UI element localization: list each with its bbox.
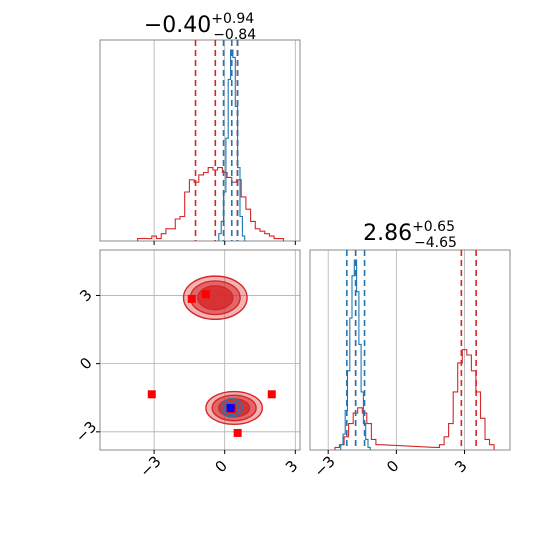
panel-histogram-x2: −3 0 3 [309, 249, 511, 481]
marker-series-0-3 [267, 390, 276, 399]
panel-scatter-x1-x2: −3 0 3 −3 0 3 [72, 249, 301, 481]
marker-series-0-1 [201, 290, 210, 299]
x2-left-tick-label-0: −3 [72, 418, 100, 446]
x2-bottom-tick-label-1: 0 [383, 457, 402, 476]
frame-x1 [99, 39, 301, 242]
frame-2d [99, 249, 301, 451]
marker-series-0-4 [233, 428, 242, 437]
title-x2-median: 2.86 [363, 221, 412, 246]
title-x2: 2.86+0.65 −4.65 [363, 219, 457, 251]
title-x2-plus: +0.65 [412, 219, 455, 235]
x1-bottom-tick-label-2: 3 [282, 457, 301, 476]
hist-x1-series-0 [137, 167, 285, 241]
title-x1-median: −0.40 [144, 13, 211, 38]
x2-left-tick-label-1: 0 [76, 354, 95, 373]
x2-bottom-tick-label-2: 3 [451, 457, 470, 476]
marker-series-1-0 [226, 403, 235, 412]
x1-bottom-tick-label-0: −3 [136, 452, 164, 480]
x2-bottom-tick-label-0: −3 [310, 452, 338, 480]
marker-series-0-2 [147, 390, 156, 399]
contour-series-1-cluster-0-level-0 [220, 398, 244, 418]
hist-x2-series-0 [334, 349, 495, 450]
x2-left-tick-label-2: 3 [76, 286, 95, 305]
title-x1-plus: +0.94 [211, 11, 254, 27]
title-x2-minus: −4.65 [414, 235, 457, 251]
contour-series-1-cluster-0-level-1 [223, 400, 240, 416]
x1-bottom-tick-label-1: 0 [211, 457, 230, 476]
title-x1: −0.40+0.94 −0.84 [144, 11, 256, 43]
panel-histogram-x1 [99, 39, 301, 245]
frame-x2 [309, 249, 511, 451]
title-x1-minus: −0.84 [213, 27, 256, 43]
marker-series-0-0 [187, 294, 196, 303]
